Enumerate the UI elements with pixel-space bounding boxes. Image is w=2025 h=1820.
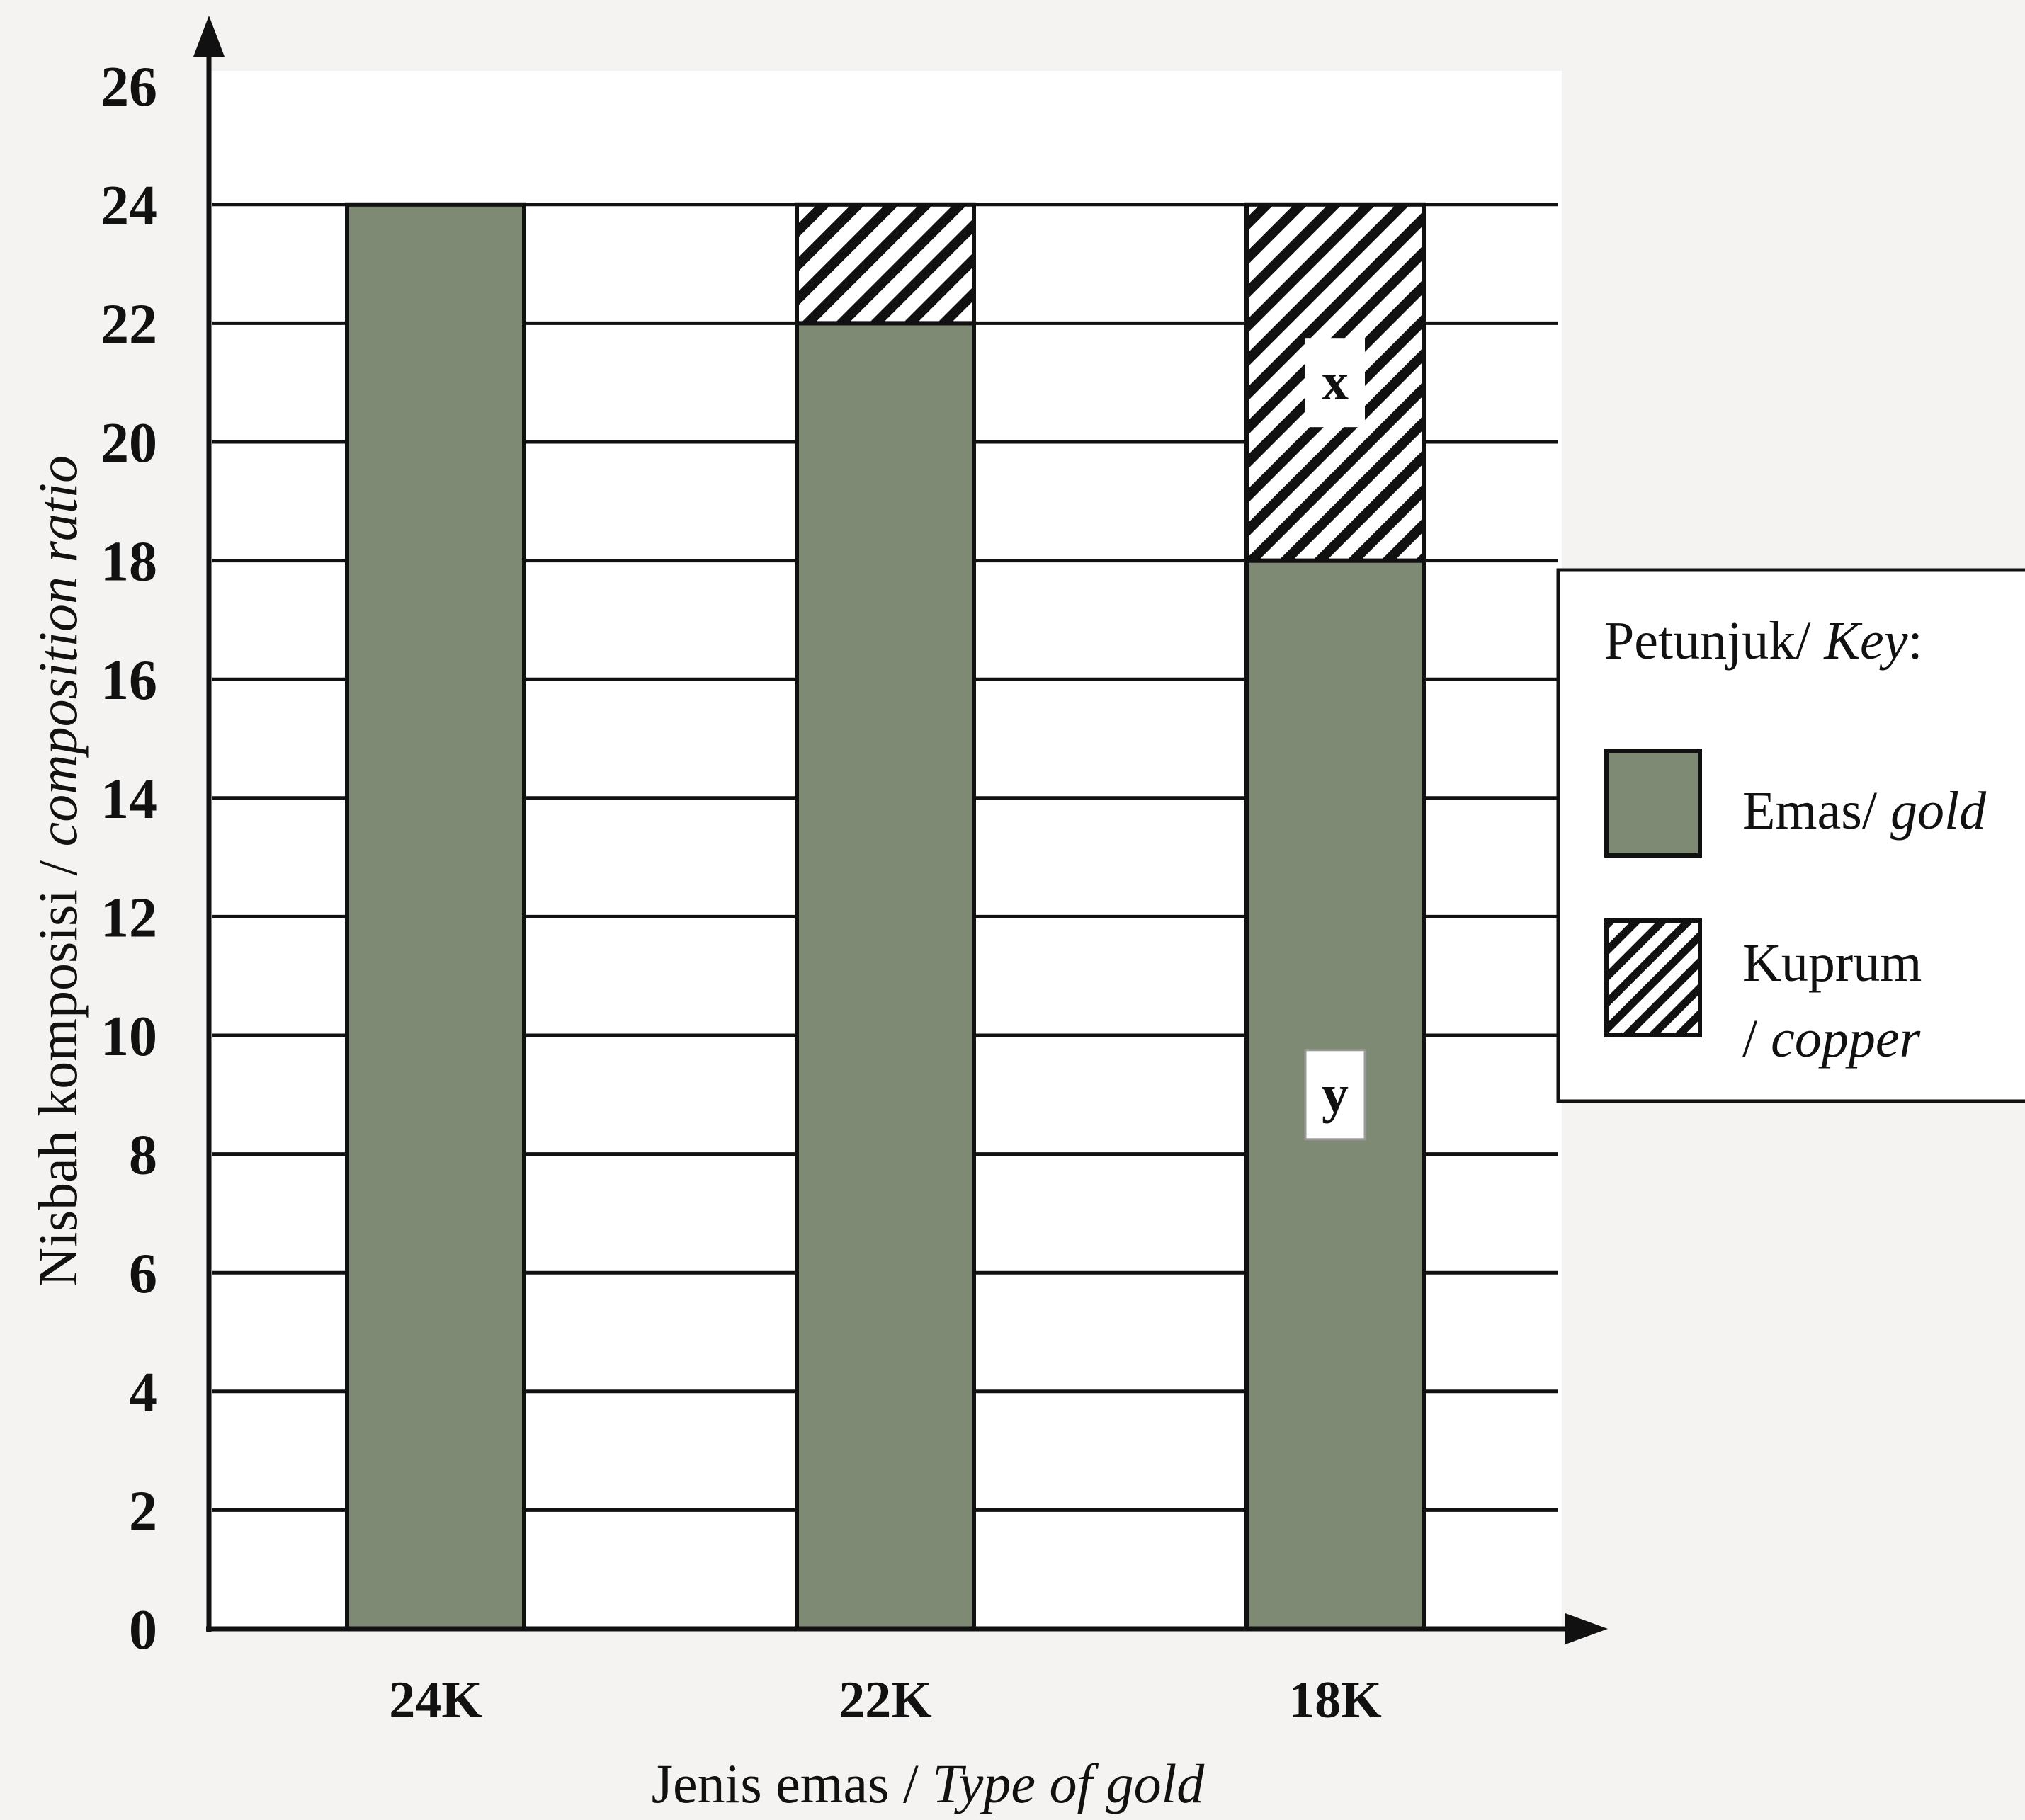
y-tick-label: 10 — [101, 1006, 157, 1068]
bar-24K-gold — [345, 202, 526, 1631]
y-tick-label: 4 — [129, 1362, 157, 1424]
legend-label-gold: Emas/ gold — [1742, 781, 1987, 841]
y-tick-label: 22 — [101, 293, 157, 356]
annotation-box-y — [1304, 1049, 1366, 1141]
legend: Petunjuk/ Key: Emas/ gold Kuprum / coppe… — [1556, 568, 2025, 1103]
y-tick-label: 8 — [129, 1125, 157, 1187]
y-tick-label: 24 — [101, 175, 157, 237]
y-tick-label: 20 — [101, 412, 157, 474]
x-axis-title: Jenis emas / Type of gold — [652, 1753, 1206, 1814]
y-tick-label: 2 — [129, 1480, 157, 1542]
y-axis-title: Nisbah komposisi / composition ratio — [27, 455, 89, 1287]
x-axis-arrow — [1565, 1613, 1608, 1644]
x-tick-label: 22K — [839, 1671, 932, 1729]
x-tick-label: 24K — [389, 1671, 482, 1729]
y-tick-label: 0 — [129, 1599, 157, 1661]
annotation-box-x — [1305, 338, 1365, 428]
legend-title: Petunjuk/ Key: — [1604, 611, 1923, 671]
y-axis-arrow — [193, 16, 225, 57]
y-tick-label: 26 — [101, 56, 157, 118]
y-tick-label: 16 — [101, 649, 157, 712]
y-tick-label: 12 — [101, 887, 157, 949]
legend-swatch-copper — [1604, 918, 1702, 1037]
legend-label-copper-translation: / copper — [1742, 1009, 1921, 1069]
bar-22K-copper — [795, 202, 976, 326]
x-tick-labels: 24K 22K 18K — [389, 1671, 1382, 1729]
y-tick-label: 14 — [101, 768, 157, 831]
legend-label-copper: Kuprum — [1742, 933, 1922, 993]
annotation-x: x — [1322, 352, 1349, 411]
bar-22K-gold — [795, 321, 976, 1631]
y-tick-label: 6 — [129, 1243, 157, 1305]
legend-swatch-gold — [1604, 749, 1702, 858]
annotations: xy — [1304, 338, 1366, 1141]
annotation-y: y — [1322, 1064, 1349, 1124]
x-tick-label: 18K — [1288, 1671, 1382, 1729]
axes — [193, 16, 1608, 1644]
bars — [345, 202, 1426, 1631]
y-tick-label: 18 — [101, 531, 157, 593]
